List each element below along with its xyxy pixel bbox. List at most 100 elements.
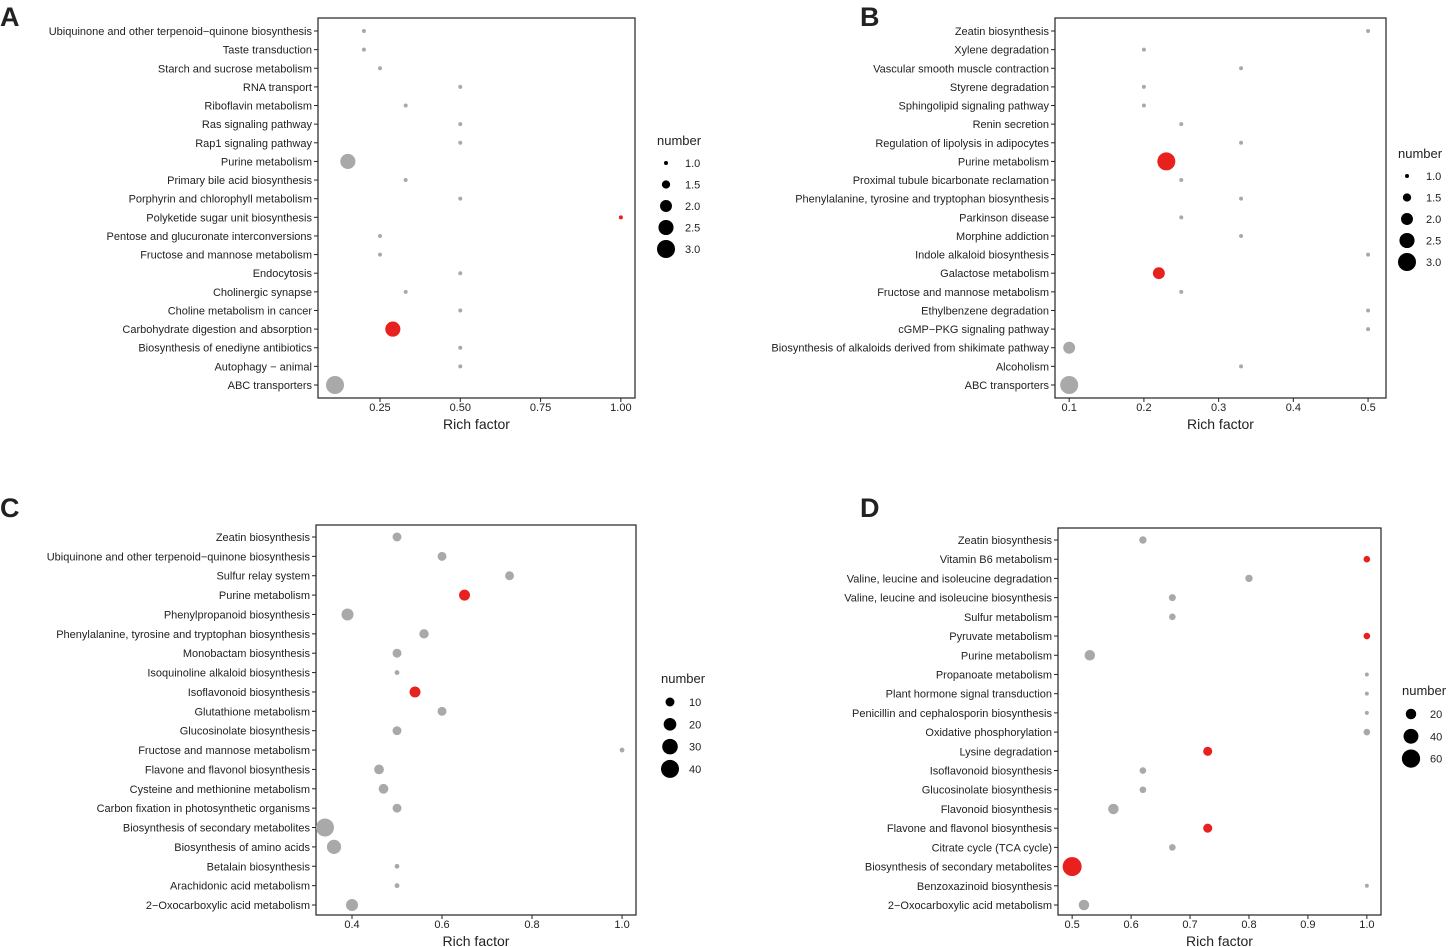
data-point (1139, 786, 1147, 794)
y-tick-label: Proximal tubule bicarbonate reclamation (853, 175, 1049, 187)
x-axis-title: Rich factor (1186, 933, 1253, 947)
x-tick-label: 1.00 (610, 402, 631, 414)
y-tick-label: Penicillin and cephalosporin biosynthesi… (852, 708, 1052, 720)
data-point (458, 308, 463, 313)
y-tick-label: Phenylalanine, tyrosine and tryptophan b… (56, 629, 310, 641)
legend-label: 40 (1430, 731, 1442, 743)
data-point (392, 803, 402, 813)
data-point (419, 629, 429, 639)
y-tick-label: Glucosinolate biosynthesis (180, 726, 311, 738)
plot-frame (1054, 17, 1387, 399)
data-point (377, 252, 382, 257)
legend-label: 2.0 (1426, 214, 1441, 226)
data-point (361, 47, 366, 52)
panel-letter: A (0, 2, 20, 32)
data-point (1366, 252, 1371, 257)
legend-title: number (1398, 146, 1443, 161)
plot-frame (317, 17, 636, 399)
data-point (1141, 47, 1146, 52)
y-tick-label: Starch and sucrose metabolism (158, 63, 312, 75)
legend-swatch (663, 717, 677, 731)
y-tick-label: Biosynthesis of secondary metabolites (123, 823, 311, 835)
size-legend: number 1.0 1.5 2.0 2.5 3.0 (657, 133, 702, 258)
data-point (458, 122, 463, 127)
x-tick-label: 0.75 (530, 402, 551, 414)
data-point (1139, 536, 1147, 544)
y-tick-label: Oxidative phosphorylation (925, 727, 1052, 739)
data-point (619, 747, 625, 753)
data-point (1168, 594, 1176, 602)
data-point (458, 271, 463, 276)
y-tick-label: Propanoate metabolism (936, 669, 1052, 681)
legend-label: 1.0 (1426, 171, 1441, 183)
x-tick-label: 0.2 (1136, 402, 1151, 414)
y-tick-label: Autophagy − animal (214, 361, 312, 373)
y-tick-label: Phenylalanine, tyrosine and tryptophan b… (795, 194, 1049, 206)
legend-swatch (662, 738, 678, 755)
data-point (392, 648, 402, 658)
y-tick-label: Fructose and mannose metabolism (877, 287, 1049, 299)
legend-swatch (661, 180, 671, 189)
y-tick-label: Biosynthesis of enediyne antibiotics (138, 343, 312, 355)
data-point (1239, 233, 1244, 238)
data-point (394, 883, 400, 889)
y-tick-label: Glutathione metabolism (194, 706, 310, 718)
y-tick-label: Flavone and flavonol biosynthesis (887, 823, 1053, 835)
x-axis-title: Rich factor (443, 416, 510, 432)
legend-swatch (660, 200, 672, 212)
data-point (1179, 289, 1184, 294)
data-point (1169, 844, 1176, 851)
data-point (409, 686, 421, 698)
y-tick-label: Zeatin biosynthesis (958, 535, 1053, 547)
legend-label: 3.0 (685, 244, 700, 256)
data-point (378, 783, 389, 794)
y-tick-label: Vitamin B6 metabolism (940, 554, 1052, 566)
y-tick-label: ABC transporters (965, 380, 1050, 392)
size-legend: number 20 40 60 (1401, 683, 1447, 768)
legend-label: 1.5 (1426, 193, 1441, 205)
size-legend: number 10 20 30 40 (661, 671, 706, 778)
y-tick-label: Purine metabolism (958, 156, 1049, 168)
data-point (374, 764, 384, 775)
y-tick-label: Benzoxazinoid biosynthesis (917, 881, 1053, 893)
data-point (1063, 341, 1076, 354)
y-tick-label: Ubiquinone and other terpenoid−quinone b… (49, 26, 313, 38)
data-point (1203, 746, 1213, 756)
data-point (1078, 899, 1090, 911)
panel-letter: D (860, 493, 880, 523)
data-point (1179, 178, 1184, 183)
data-point (1364, 691, 1369, 696)
panel-letter: C (0, 493, 20, 523)
panel-D: D Zeatin biosynthesis Vitamin B6 metabolis… (844, 493, 1446, 947)
data-point (1141, 84, 1146, 89)
y-tick-label: Biosynthesis of secondary metabolites (865, 862, 1053, 874)
data-point (394, 863, 400, 869)
data-point (1364, 710, 1369, 715)
y-tick-label: Choline metabolism in cancer (168, 305, 313, 317)
data-point (326, 376, 345, 394)
y-tick-label: Purine metabolism (219, 590, 310, 602)
plot-frame (315, 524, 637, 916)
data-point (403, 289, 408, 294)
legend-label: 30 (689, 742, 701, 754)
x-tick-label: 0.3 (1211, 402, 1226, 414)
data-point (1366, 29, 1371, 33)
legend-swatch (1401, 749, 1421, 768)
x-tick-label: 0.5 (1064, 919, 1079, 931)
y-tick-label: Citrate cycle (TCA cycle) (932, 842, 1052, 854)
data-point (1366, 308, 1371, 313)
legend-title: number (1402, 683, 1447, 698)
y-tick-label: Lysine degradation (959, 746, 1052, 758)
y-tick-label: Ubiquinone and other terpenoid−quinone b… (47, 551, 311, 563)
y-tick-label: Carbohydrate digestion and absorption (122, 324, 312, 336)
data-point (1363, 632, 1371, 640)
data-point (1239, 140, 1244, 145)
legend-swatch (1401, 213, 1413, 225)
y-tick-label: Purine metabolism (961, 650, 1052, 662)
data-point (345, 898, 359, 912)
legend-swatch (657, 240, 675, 258)
data-point (1239, 196, 1244, 201)
x-axis-title: Rich factor (443, 933, 510, 947)
legend-label: 20 (1430, 709, 1442, 721)
data-point (1239, 66, 1244, 71)
